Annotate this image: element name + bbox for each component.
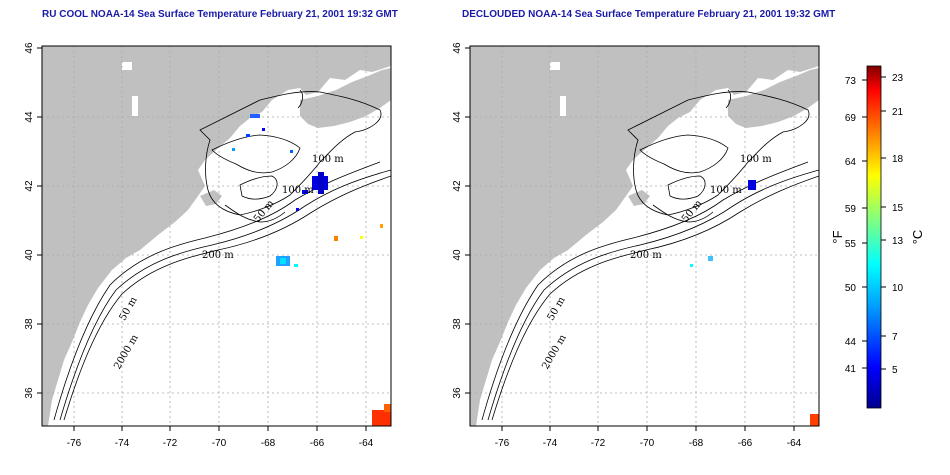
left-lon-tick: -74 [115, 438, 130, 449]
left-map-ticks [37, 47, 367, 431]
right-lat-tick: 40 [452, 249, 463, 261]
left-lat-tick: 46 [24, 42, 35, 54]
left-lon-tick: -68 [261, 438, 276, 449]
right-map-contours [481, 89, 819, 421]
right-lat-tick: 38 [452, 318, 463, 330]
left-map-sst-pixels [232, 114, 391, 426]
right-contour-label: 200 m [630, 250, 662, 261]
right-lon-tick: -74 [543, 438, 558, 449]
colorbar-fahrenheit-unit: °F [830, 230, 845, 243]
left-contour-label: 100 m [312, 154, 344, 165]
right-map-gridlines [470, 46, 819, 426]
right-map-ticks [465, 47, 795, 431]
left-map-lake [132, 96, 138, 116]
colorbar-celsius-tick: 21 [892, 107, 904, 118]
left-lat-tick: 36 [24, 387, 35, 399]
left-map-nova-scotia [300, 68, 391, 128]
colorbar-celsius-tick: 23 [892, 73, 904, 84]
colorbar-celsius-tick: 7 [892, 332, 898, 343]
right-map-title: DECLOUDED NOAA-14 Sea Surface Temperatur… [462, 9, 836, 20]
right-contour-label: 100 m [740, 154, 772, 165]
left-map-frame [41, 45, 392, 427]
colorbar: 73 69 64 59 55 50 44 41 23 21 18 15 13 1… [830, 65, 925, 409]
left-lat-tick: 40 [24, 249, 35, 261]
right-lon-tick: -68 [689, 438, 704, 449]
colorbar-celsius-tick: 5 [892, 365, 898, 376]
colorbar-celsius-tick: 10 [892, 283, 904, 294]
right-lon-tick: -64 [787, 438, 802, 449]
left-lat-tick: 38 [24, 318, 35, 330]
colorbar-fahrenheit-tick: 59 [845, 204, 857, 215]
colorbar-fahrenheit-tick: 41 [845, 364, 857, 375]
left-lon-tick: -70 [212, 438, 227, 449]
left-map-lake [122, 62, 132, 70]
left-map-gridlines [42, 46, 391, 426]
right-lon-tick: -66 [738, 438, 753, 449]
right-map-frame [469, 45, 820, 427]
left-lon-tick: -72 [163, 438, 178, 449]
colorbar-fahrenheit-tick: 64 [845, 157, 857, 168]
right-map-land [470, 46, 819, 426]
colorbar-celsius-tick: 18 [892, 154, 904, 165]
left-lon-tick: -76 [67, 438, 82, 449]
left-map-contours [53, 89, 391, 421]
left-lon-tick: -66 [310, 438, 325, 449]
colorbar-gradient [866, 65, 882, 409]
colorbar-fahrenheit-tick: 44 [845, 337, 857, 348]
right-lon-tick: -70 [640, 438, 655, 449]
left-lat-tick: 42 [24, 180, 35, 192]
right-map-lake [550, 62, 560, 70]
right-lat-tick: 36 [452, 387, 463, 399]
left-lon-tick: -64 [359, 438, 374, 449]
left-map: 100 m 100 m 50 m 200 m 50 m 2000 m -76 -… [24, 42, 392, 449]
colorbar-celsius-unit: °C [910, 230, 925, 245]
left-lat-tick: 44 [24, 111, 35, 123]
left-contour-label: 100 m [282, 185, 314, 196]
right-contour-label: 100 m [710, 185, 742, 196]
right-map-sst-pixels [690, 180, 819, 426]
colorbar-fahrenheit-tick: 73 [845, 76, 857, 87]
right-lat-tick: 42 [452, 180, 463, 192]
right-map-lake [560, 96, 566, 116]
colorbar-fahrenheit-tick: 69 [845, 113, 857, 124]
right-lat-tick: 46 [452, 42, 463, 54]
right-map: 100 m 100 m 50 m 200 m 50 m 2000 m -76 -… [452, 42, 820, 449]
left-contour-label: 200 m [202, 250, 234, 261]
colorbar-fahrenheit-tick: 50 [845, 283, 857, 294]
right-lat-tick: 44 [452, 111, 463, 123]
right-map-nova-scotia [728, 68, 819, 128]
left-map-land [42, 46, 391, 426]
left-map-title: RU COOL NOAA-14 Sea Surface Temperature … [42, 9, 398, 20]
colorbar-ticks [862, 76, 886, 370]
colorbar-celsius-tick: 13 [892, 236, 904, 247]
colorbar-celsius-tick: 15 [892, 203, 904, 214]
right-lon-tick: -76 [495, 438, 510, 449]
right-lon-tick: -72 [591, 438, 606, 449]
colorbar-fahrenheit-tick: 55 [845, 239, 857, 250]
